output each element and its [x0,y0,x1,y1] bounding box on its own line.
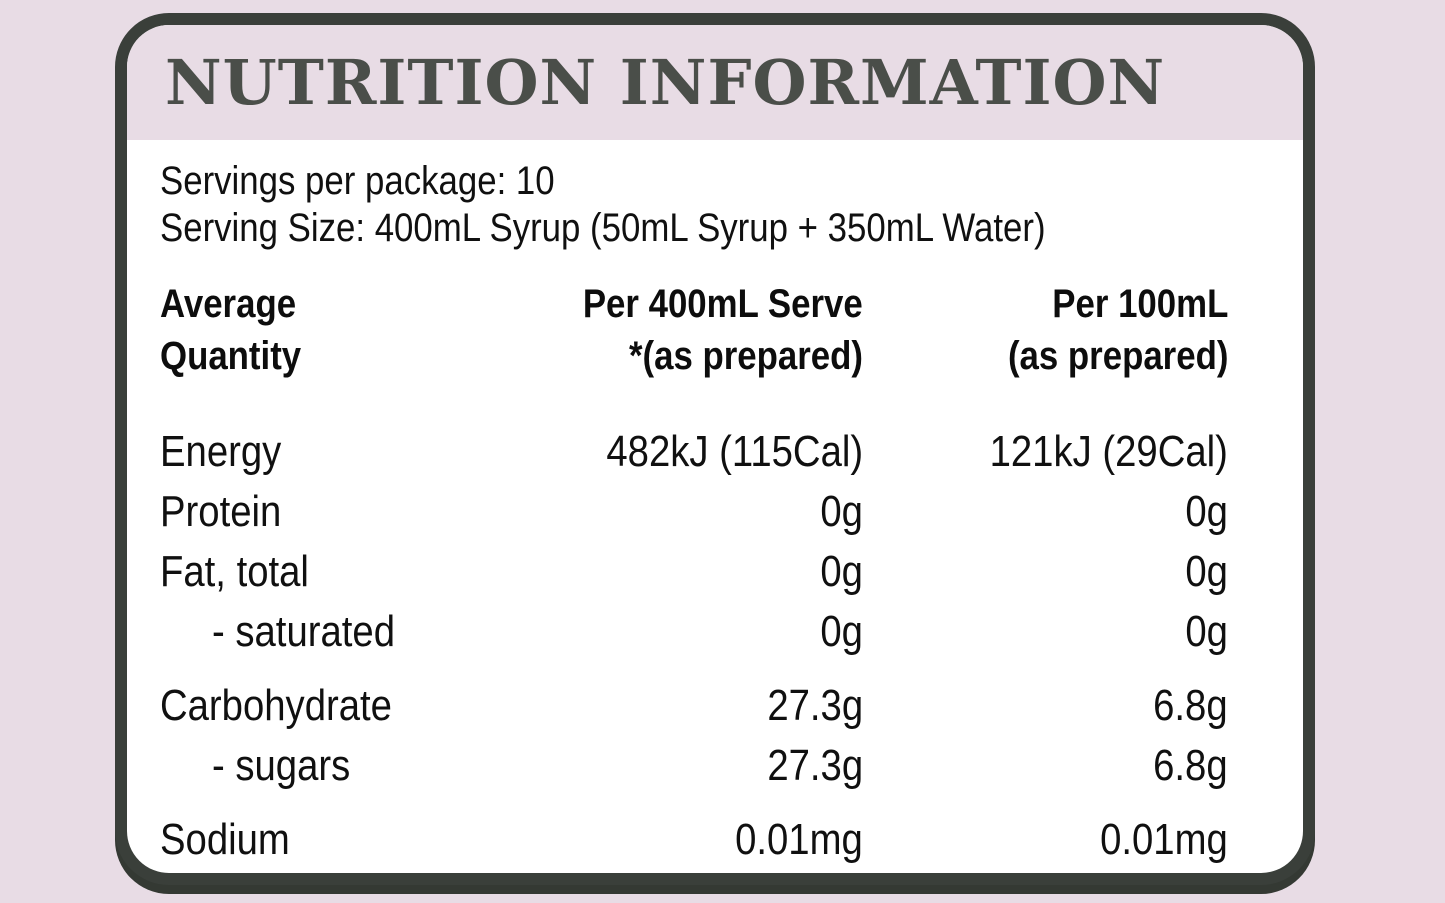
serving-info: Servings per package: 10 Serving Size: 4… [160,158,1195,252]
nutrient-row: Protein 0g 0g [160,482,1228,542]
nutrient-label: - saturated [212,607,395,656]
servings-per-package: Servings per package: 10 [160,159,555,203]
nutrient-label: Protein [160,487,282,536]
nutrient-row: Carbohydrate 27.3g 6.8g [160,676,1228,736]
nutrient-row: Fat, total 0g 0g [160,542,1228,602]
nutrition-panel: NUTRITION INFORMATION Servings per packa… [115,13,1315,885]
panel-title: NUTRITION INFORMATION [165,46,1166,119]
nutrient-label: Carbohydrate [160,681,392,730]
column-header-average-quantity: Average Quantity [160,282,302,378]
per-100ml-value: 0g [1185,487,1228,536]
serving-size: Serving Size: 400mL Syrup (50mL Syrup + … [160,206,1046,250]
column-header-per-serve: Per 400mL Serve *(as prepared) [583,282,863,378]
per-100ml-value: 0g [1185,547,1228,596]
per-100ml-value: 0.01mg [1100,815,1228,864]
nutrient-label: Energy [160,427,282,476]
per-serve-value: 0.01mg [735,815,863,864]
per-100ml-value: 121kJ (29Cal) [989,427,1228,476]
per-serve-value: 27.3g [767,681,863,730]
nutrient-label: - sugars [212,741,351,790]
per-serve-value: 0g [820,487,863,536]
column-header-per-100ml: Per 100mL (as prepared) [1007,282,1228,378]
per-100ml-value: 6.8g [1153,741,1228,790]
nutrient-row: - saturated 0g 0g [160,602,1228,662]
per-serve-value: 482kJ (115Cal) [606,427,863,476]
panel-body: Servings per package: 10 Serving Size: 4… [127,158,1303,870]
per-100ml-value: 6.8g [1153,681,1228,730]
nutrition-rows: Energy 482kJ (115Cal) 121kJ (29Cal) Protein… [160,422,1228,870]
per-serve-value: 27.3g [767,741,863,790]
panel-header: NUTRITION INFORMATION [127,25,1303,140]
nutrient-row: Sodium 0.01mg 0.01mg [160,810,1228,870]
nutrient-label: Sodium [160,815,290,864]
nutrient-row: Energy 482kJ (115Cal) 121kJ (29Cal) [160,422,1228,482]
per-serve-value: 0g [820,547,863,596]
per-100ml-value: 0g [1185,607,1228,656]
nutrient-label: Fat, total [160,547,309,596]
per-serve-value: 0g [820,607,863,656]
nutrient-row: - sugars 27.3g 6.8g [160,736,1228,796]
table-header: Average Quantity Per 400mL Serve *(as pr… [160,278,1228,382]
